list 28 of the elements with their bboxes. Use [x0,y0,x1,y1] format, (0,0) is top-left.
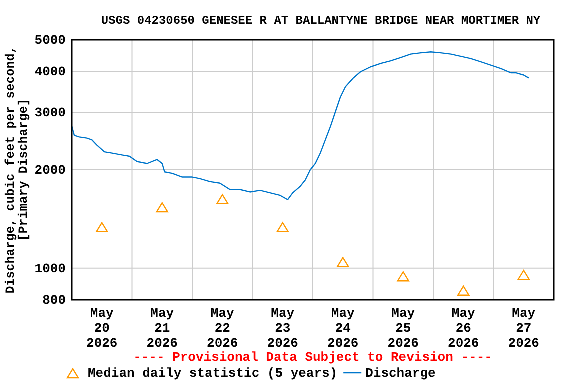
x-tick-label: May 23 2026 [267,306,299,351]
y-tick-label: 1000 [34,261,66,276]
point [96,222,108,232]
point [518,270,530,280]
point [458,286,470,296]
y-tick-label: 800 [42,293,66,308]
chart-title: USGS 04230650 GENESEE R AT BALLANTYNE BRIDGE NEAR MORTIMER NY [101,14,542,28]
x-tick-label: May 24 2026 [328,306,359,351]
point [337,257,350,268]
x-tick-label: May 25 2026 [388,306,420,351]
y-tick-label: 4000 [34,64,66,80]
legend-label: Median daily statistic (5 years) [88,366,338,381]
point [397,272,410,282]
y-axis-title: Discharge, cubic feet per second, [Primary Discharge] [4,46,31,294]
legend-label: Discharge [366,366,436,381]
x-tick-label: May 26 2026 [448,306,480,351]
point [156,202,168,213]
point [216,194,229,204]
text: ---- Provisional Data Subject to Revision ---- [134,350,492,365]
point [276,222,289,232]
line-series [71,52,530,200]
x-tick-label: May 20 2026 [86,306,118,351]
x-tick-label: May 27 2026 [508,306,540,351]
x-tick-label: May 21 2026 [146,306,178,351]
y-tick-label: 5000 [34,33,66,48]
y-tick-label: 2000 [34,163,66,178]
y-tick-label: 3000 [34,105,66,120]
x-tick-label: May 22 2026 [207,306,238,351]
